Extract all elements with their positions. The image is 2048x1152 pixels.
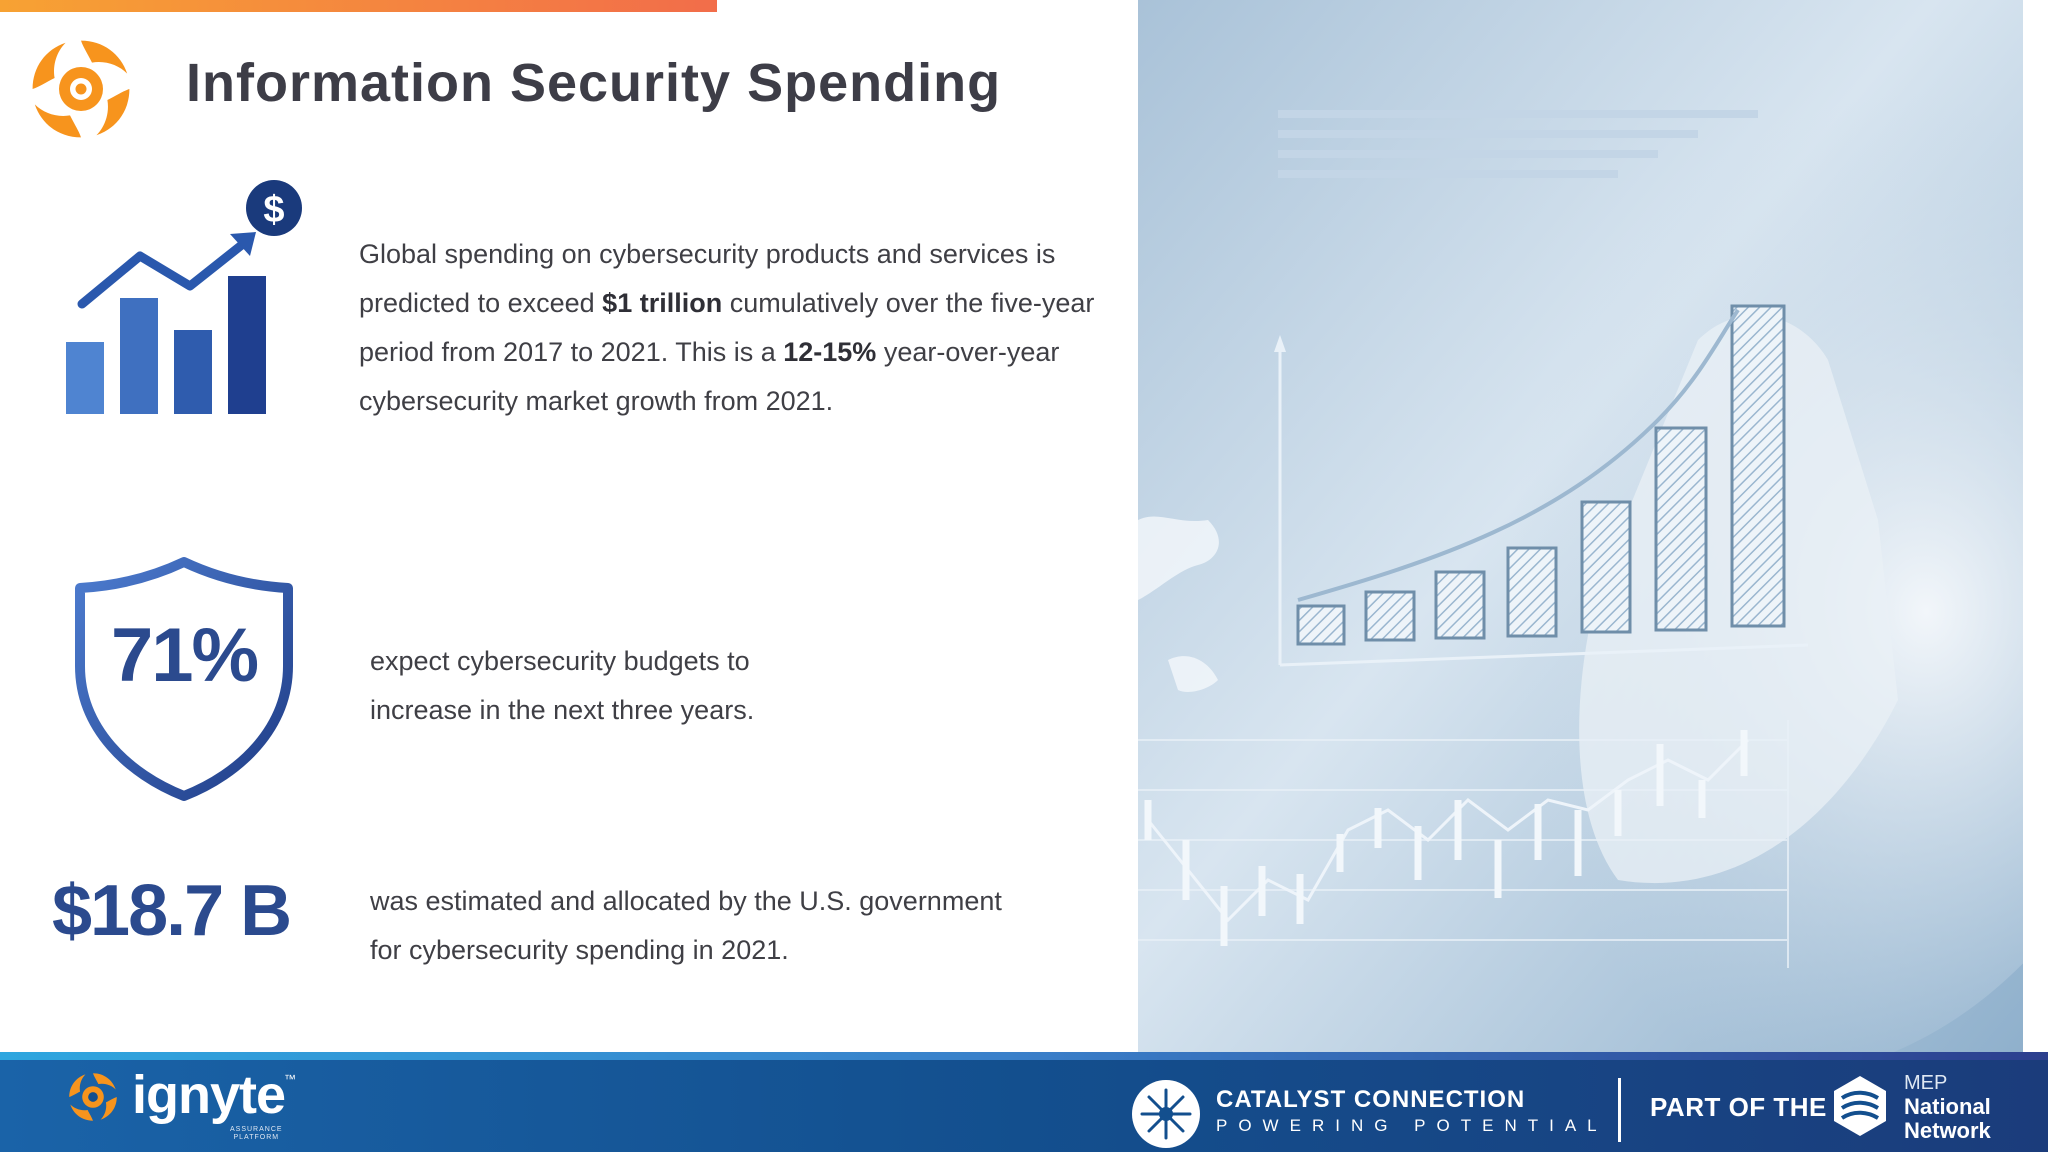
mep-network-logo-icon (1834, 1076, 1886, 1136)
mep-national-label: National (1904, 1094, 1991, 1119)
catalyst-connection-name: CATALYST CONNECTION (1216, 1086, 1526, 1113)
mep-network-label: Network (1904, 1118, 1991, 1143)
shield-stat-value: 71% (110, 613, 259, 698)
government-paragraph: was estimated and allocated by the U.S. … (370, 886, 1002, 965)
ignyte-subtitle: ASSURANCE PLATFORM (230, 1126, 283, 1141)
top-accent-bar (0, 0, 717, 12)
ignyte-wordmark: ignyte (132, 1065, 286, 1125)
spending-paragraph: Global spending on cybersecurity product… (359, 239, 1095, 416)
catalyst-connection-tagline: POWERING POTENTIAL (1216, 1116, 1608, 1135)
government-spend-value: $18.7 B (52, 871, 292, 951)
ignyte-swirl-icon (69, 1073, 117, 1121)
ignyte-trademark: ™ (284, 1072, 296, 1086)
trillion-highlight: $1 trillion (602, 288, 723, 318)
part-of-label: PART OF THE (1650, 1092, 1827, 1122)
finance-chart-photo (1138, 0, 2023, 1055)
growth-chart-icon: $ (66, 180, 302, 414)
dollar-icon: $ (263, 189, 284, 231)
brand-swirl-logo-icon (32, 40, 130, 138)
catalyst-connection-logo-icon (1132, 1080, 1200, 1148)
shield-icon (75, 557, 293, 801)
footer-accent-line (0, 1052, 2048, 1062)
growth-highlight: 12-15% (783, 337, 877, 367)
budget-paragraph: expect cybersecurity budgets to increase… (370, 646, 755, 725)
footer-divider (1618, 1078, 1621, 1142)
right-edge-strip (2023, 0, 2048, 1055)
page-title: Information Security Spending (186, 53, 1002, 113)
mep-label: MEP (1904, 1072, 1948, 1094)
footer-bar: ignyte ™ ASSURANCE PLATFORM CATALYST CON… (0, 1060, 2048, 1152)
